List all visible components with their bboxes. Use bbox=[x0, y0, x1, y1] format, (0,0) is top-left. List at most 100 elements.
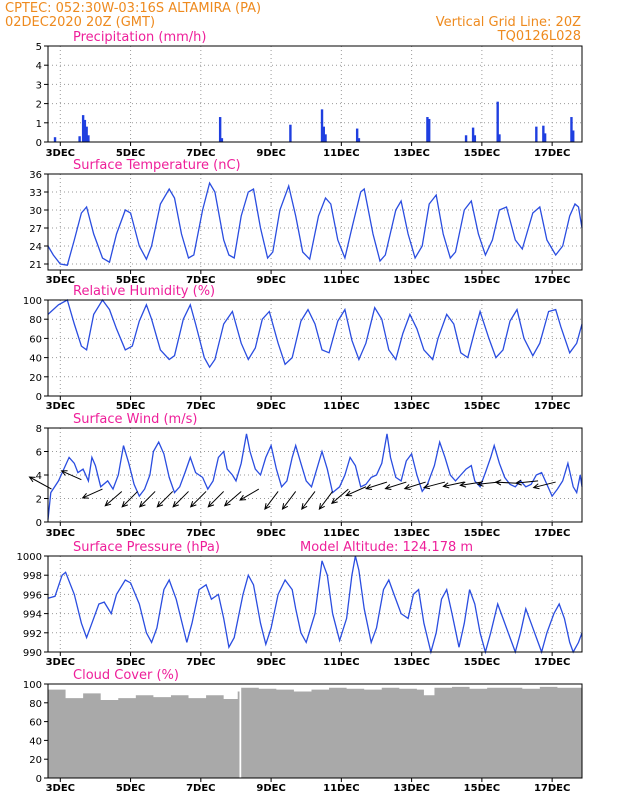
y-tick-label: 24 bbox=[29, 242, 42, 253]
x-tick-label: 17DEC bbox=[534, 783, 570, 794]
x-tick-label: 9DEC bbox=[256, 275, 285, 286]
y-tick-label: 40 bbox=[29, 736, 42, 747]
plot-frame bbox=[47, 683, 583, 779]
precip-bar bbox=[570, 117, 573, 142]
wind-arrow bbox=[532, 481, 556, 490]
y-tick-label: 4 bbox=[36, 471, 42, 482]
chart-panels: Precipitation (mm/h) 0 1 2 3 4 5 3DEC 5DEC 7DEC 9D… bbox=[17, 30, 583, 794]
wind-arrow bbox=[403, 481, 426, 491]
y-tick-label: 1 bbox=[36, 119, 42, 130]
y-tick-label: 996 bbox=[23, 590, 42, 601]
panel-title: Surface Wind (m/s) bbox=[73, 412, 197, 427]
precip-bar bbox=[324, 134, 327, 142]
wind-arrow bbox=[331, 488, 349, 505]
precip-bar bbox=[572, 130, 575, 142]
precip-bar bbox=[357, 138, 361, 142]
wind-arrow bbox=[121, 491, 138, 508]
wind-arrow bbox=[189, 491, 207, 508]
precip-bar bbox=[320, 109, 324, 142]
x-tick-label: 13DEC bbox=[393, 275, 429, 286]
precip-bar bbox=[542, 125, 545, 142]
wind-arrow bbox=[494, 479, 518, 486]
x-tick-label: 5DEC bbox=[116, 657, 145, 668]
y-tick-label: 994 bbox=[23, 610, 42, 621]
panel-6: Cloud Cover (%) 0 20 40 60 80 100 3DEC 5DEC 7DEC 9… bbox=[23, 668, 583, 794]
panel-title: Surface Temperature (nC) bbox=[73, 158, 241, 173]
y-tick-label: 60 bbox=[29, 718, 42, 729]
panel-2: Surface Temperature (nC) 21 24 27 30 33 36 3DEC… bbox=[29, 158, 583, 286]
x-tick-label: 11DEC bbox=[323, 783, 359, 794]
x-tick-label: 5DEC bbox=[116, 783, 145, 794]
wind-arrow bbox=[104, 491, 123, 507]
x-tick-label: 3DEC bbox=[46, 657, 75, 668]
wind-arrow bbox=[514, 479, 539, 486]
wind-arrow bbox=[459, 481, 482, 488]
y-tick-label: 992 bbox=[23, 629, 42, 640]
x-tick-label: 9DEC bbox=[256, 657, 285, 668]
x-tick-label: 9DEC bbox=[256, 783, 285, 794]
precip-bar bbox=[496, 101, 499, 142]
y-tick-label: 36 bbox=[29, 170, 42, 181]
y-tick-label: 3 bbox=[36, 80, 42, 91]
precip-bar bbox=[87, 135, 90, 142]
wind-arrow bbox=[207, 491, 225, 508]
x-tick-label: 13DEC bbox=[393, 783, 429, 794]
x-tick-label: 17DEC bbox=[534, 148, 570, 159]
y-tick-label: 2 bbox=[36, 100, 42, 111]
y-tick-label: 21 bbox=[29, 260, 42, 271]
x-tick-label: 7DEC bbox=[186, 148, 215, 159]
x-tick-label: 7DEC bbox=[186, 783, 215, 794]
y-tick-label: 0 bbox=[36, 138, 42, 149]
y-tick-label: 0 bbox=[36, 518, 42, 529]
wind-arrow bbox=[138, 491, 156, 508]
run-datetime: 02DEC2020 20Z (GMT) bbox=[5, 15, 155, 30]
y-tick-label: 100 bbox=[23, 296, 42, 307]
x-tick-label: 7DEC bbox=[186, 401, 215, 412]
x-tick-label: 11DEC bbox=[323, 528, 359, 539]
wind-arrow bbox=[60, 470, 82, 481]
precip-bar bbox=[355, 128, 359, 142]
y-tick-label: 80 bbox=[29, 315, 42, 326]
y-tick-label: 5 bbox=[36, 42, 42, 53]
y-tick-label: 20 bbox=[29, 373, 42, 384]
y-tick-label: 2 bbox=[36, 495, 42, 506]
y-tick-label: 30 bbox=[29, 206, 42, 217]
x-tick-label: 13DEC bbox=[393, 657, 429, 668]
x-tick-label: 5DEC bbox=[116, 528, 145, 539]
x-tick-label: 15DEC bbox=[464, 401, 500, 412]
x-tick-label: 9DEC bbox=[256, 148, 285, 159]
precip-bar bbox=[543, 133, 547, 142]
y-tick-label: 4 bbox=[36, 61, 42, 72]
x-tick-label: 9DEC bbox=[256, 401, 285, 412]
cloud-cover-area bbox=[48, 686, 582, 778]
wind-arrow bbox=[156, 491, 174, 508]
x-tick-label: 17DEC bbox=[534, 657, 570, 668]
wind-arrow bbox=[172, 491, 189, 508]
precip-bar bbox=[498, 134, 501, 142]
x-tick-label: 17DEC bbox=[534, 275, 570, 286]
model-altitude: Model Altitude: 124.178 m bbox=[300, 540, 473, 555]
x-tick-label: 17DEC bbox=[534, 528, 570, 539]
x-tick-label: 3DEC bbox=[46, 401, 75, 412]
series-line bbox=[47, 181, 583, 266]
y-tick-label: 1000 bbox=[17, 552, 42, 563]
precip-bar bbox=[81, 115, 85, 142]
x-tick-label: 11DEC bbox=[323, 275, 359, 286]
wind-arrow bbox=[301, 491, 316, 510]
x-tick-label: 11DEC bbox=[323, 401, 359, 412]
precip-bar bbox=[464, 135, 468, 142]
y-tick-label: 27 bbox=[29, 224, 42, 235]
precip-bar bbox=[220, 138, 224, 142]
grid-line-note: Vertical Grid Line: 20Z bbox=[436, 15, 581, 30]
x-tick-label: 3DEC bbox=[46, 275, 75, 286]
precip-bar bbox=[426, 117, 429, 142]
precip-bar bbox=[218, 117, 222, 142]
plot-frame bbox=[47, 555, 583, 653]
precip-bar bbox=[471, 127, 475, 142]
y-tick-label: 0 bbox=[36, 774, 42, 785]
x-tick-label: 15DEC bbox=[464, 783, 500, 794]
wind-arrow bbox=[422, 481, 446, 490]
x-tick-label: 7DEC bbox=[186, 528, 215, 539]
x-tick-label: 15DEC bbox=[464, 148, 500, 159]
x-tick-label: 11DEC bbox=[323, 148, 359, 159]
